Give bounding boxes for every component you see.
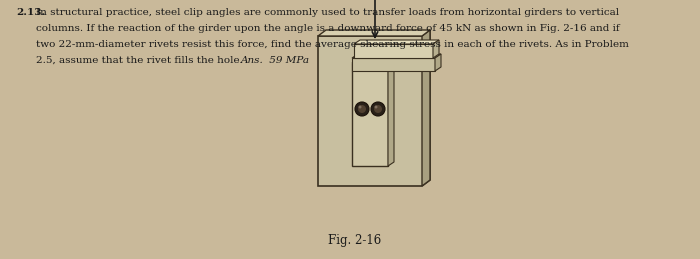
Polygon shape [435,54,441,71]
Circle shape [358,105,366,113]
Text: 2.13.: 2.13. [16,8,45,17]
Polygon shape [352,59,394,63]
Polygon shape [318,30,430,36]
Polygon shape [352,63,388,166]
Text: two 22-mm-diameter rivets resist this force, find the average shearing stress in: two 22-mm-diameter rivets resist this fo… [36,40,629,49]
Circle shape [374,105,382,113]
Text: Fig. 2-16: Fig. 2-16 [328,234,382,247]
Polygon shape [352,58,435,71]
Polygon shape [352,54,441,58]
Text: In structural practice, steel clip angles are commonly used to transfer loads fr: In structural practice, steel clip angle… [36,8,619,17]
Text: Ans.  59 MPa: Ans. 59 MPa [241,56,310,65]
Polygon shape [388,59,394,166]
Circle shape [371,102,385,116]
Circle shape [374,105,377,109]
Text: 2.5, assume that the rivet fills the hole.: 2.5, assume that the rivet fills the hol… [36,56,243,65]
Circle shape [358,105,361,109]
Polygon shape [354,44,433,58]
Polygon shape [318,30,430,186]
Text: columns. If the reaction of the girder upon the angle is a downward force of 45 : columns. If the reaction of the girder u… [36,24,620,33]
Circle shape [355,102,369,116]
Polygon shape [433,40,439,58]
Polygon shape [422,30,430,186]
Polygon shape [354,40,439,44]
